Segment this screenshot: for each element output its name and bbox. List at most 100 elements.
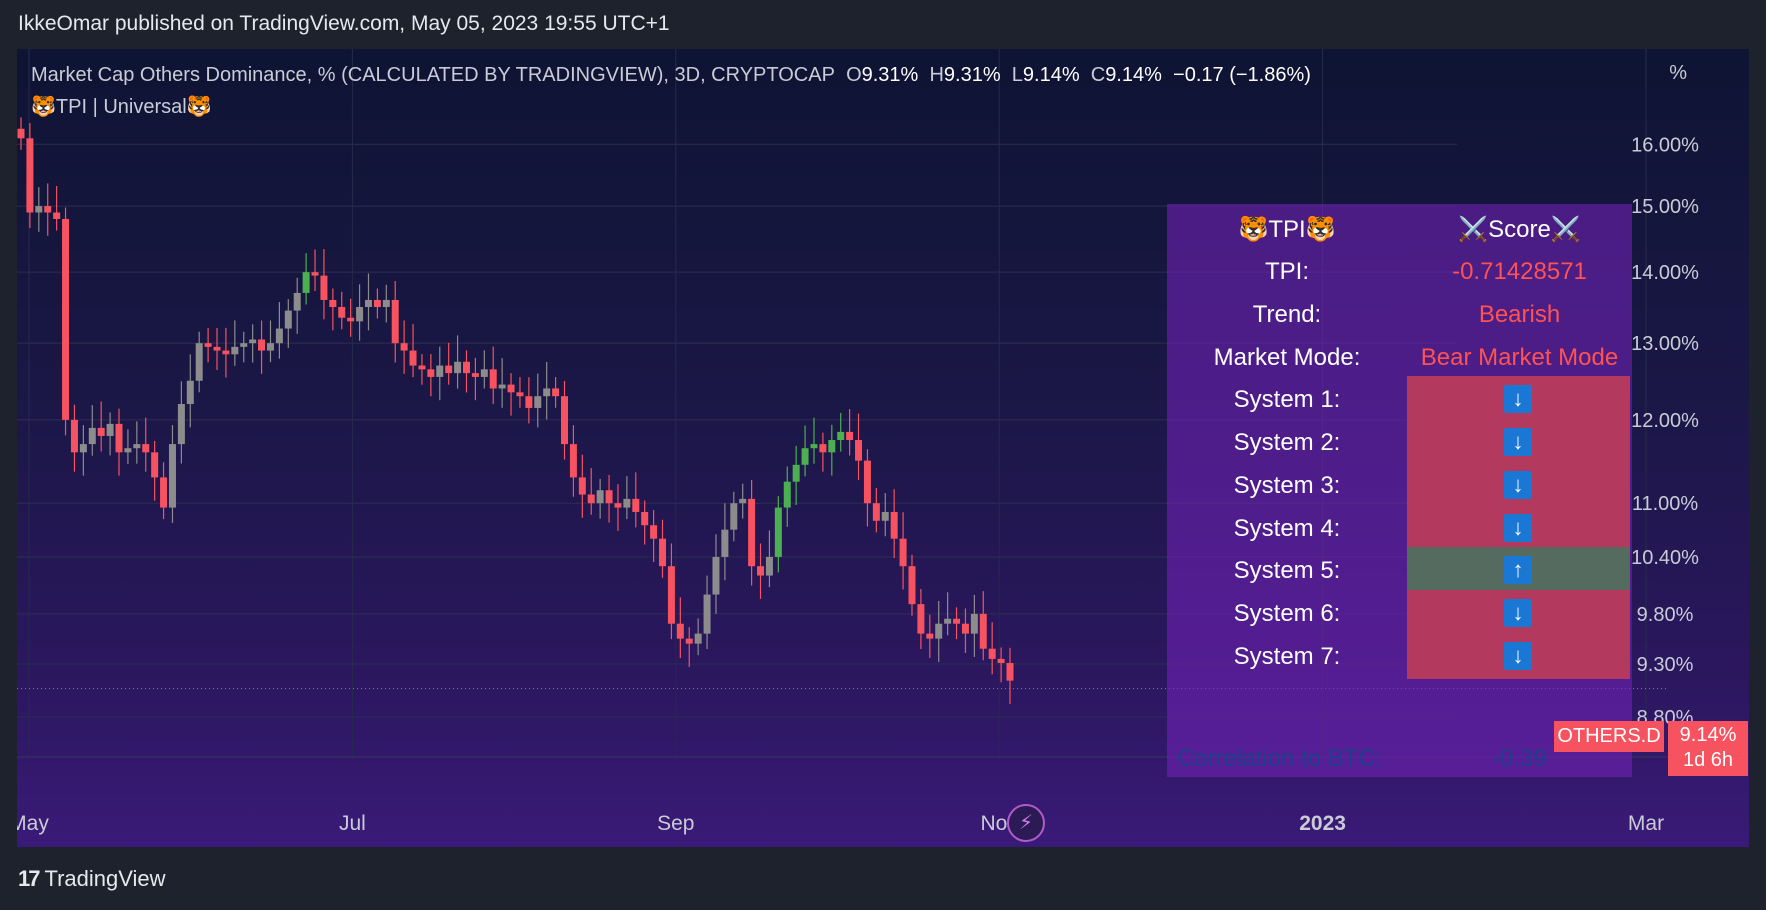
- candle-body: [721, 529, 729, 557]
- y-tick-label: 14.00%: [1631, 262, 1699, 284]
- system-1-label: System 1:: [1233, 386, 1341, 413]
- candle-body: [400, 343, 408, 351]
- ohlc-high-label: H: [929, 64, 944, 86]
- up-arrow-icon: ↑: [1504, 556, 1532, 584]
- candle-body: [783, 481, 791, 508]
- candle-body: [26, 138, 34, 213]
- candle-body: [320, 275, 328, 300]
- candle-body: [151, 452, 159, 478]
- candle-body: [88, 427, 96, 445]
- candle-body: [561, 396, 569, 445]
- candle-body: [641, 511, 649, 526]
- candle-body: [284, 310, 292, 329]
- y-tick-label: 12.00%: [1631, 410, 1699, 432]
- system-3-cell: ↓: [1407, 462, 1630, 508]
- candle-body: [810, 444, 818, 449]
- trend-value: Bearish: [1478, 301, 1561, 328]
- candle-body: [855, 440, 863, 461]
- axis-unit-label: %: [1669, 62, 1687, 84]
- ohlc-low-value: 9.14%: [1022, 64, 1080, 86]
- publisher-caption: IkkeOmar published on TradingView.com, M…: [18, 12, 670, 35]
- system-4-cell: ↓: [1407, 505, 1630, 551]
- candle-body: [632, 498, 640, 512]
- candle-body: [516, 392, 524, 397]
- last-price-value: 9.14%: [1679, 724, 1737, 746]
- candle-body: [739, 498, 747, 504]
- candle-body: [596, 490, 604, 504]
- candle-body: [249, 339, 257, 344]
- ohlc-low-label: L: [1011, 64, 1023, 86]
- candle-body: [62, 218, 70, 420]
- correlation-label: Correlation to BTC:: [1177, 745, 1383, 772]
- candle-body: [133, 444, 141, 449]
- candle-body: [311, 272, 319, 276]
- header-score: ⚔️Score⚔️: [1458, 216, 1581, 243]
- ohlc-open-label: O: [846, 64, 862, 86]
- candle-body: [792, 464, 800, 482]
- system-1-row: System 1: ↓: [1167, 375, 1632, 423]
- x-tick-label: Mar: [1628, 812, 1664, 835]
- candle-body: [124, 448, 132, 453]
- bar-countdown: 1d 6h: [1682, 749, 1734, 771]
- candle-body: [997, 658, 1005, 664]
- candle-body: [258, 339, 266, 351]
- candle-body: [480, 369, 488, 377]
- brand-name: TradingView: [44, 866, 166, 891]
- candle-body: [774, 507, 782, 557]
- candle-body: [489, 369, 497, 389]
- candle-body: [160, 477, 168, 508]
- candle-body: [970, 613, 978, 634]
- symbol-price-tag: OTHERS.D: [1554, 721, 1664, 752]
- candle-body: [293, 292, 301, 311]
- x-tick-label: May: [17, 812, 49, 835]
- lightning-icon[interactable]: ⚡: [1007, 804, 1045, 842]
- candle-body: [454, 361, 462, 374]
- candles: [17, 117, 1014, 704]
- candle-body: [569, 444, 577, 478]
- ohlc-close-value: 9.14%: [1105, 64, 1162, 86]
- candle-body: [953, 618, 961, 624]
- y-tick-label: 9.80%: [1637, 604, 1694, 626]
- ohlc-close-label: C: [1090, 64, 1106, 86]
- candle-body: [70, 419, 78, 453]
- candle-body: [765, 556, 773, 576]
- candle-body: [988, 648, 996, 659]
- candle-body: [79, 444, 87, 453]
- chart-panel[interactable]: 16.00% 15.00% 14.00% 13.00% 12.00% 11.00% 10.4…: [17, 49, 1749, 847]
- tradingview-logo[interactable]: 17 TradingView: [18, 866, 166, 892]
- candle-body: [667, 566, 675, 624]
- candle-body: [186, 380, 194, 405]
- system-3-label: System 3:: [1233, 472, 1341, 499]
- candle-body: [694, 633, 702, 644]
- y-tick-label: 15.00%: [1631, 196, 1699, 218]
- market-mode-label: Market Mode:: [1213, 344, 1361, 371]
- candle-body: [195, 343, 203, 381]
- candle-body: [525, 396, 533, 408]
- system-7-cell: ↓: [1407, 633, 1630, 679]
- candle-body: [908, 566, 916, 605]
- candle-body: [863, 460, 871, 504]
- system-7-row: System 7: ↓: [1167, 632, 1632, 680]
- system-1-cell: ↓: [1407, 376, 1630, 422]
- down-arrow-icon: ↓: [1504, 514, 1532, 542]
- y-tick-label: 13.00%: [1631, 333, 1699, 355]
- last-price-tag: 9.14% 1d 6h: [1668, 721, 1748, 776]
- system-4-row: System 4: ↓: [1167, 504, 1632, 552]
- candle-body: [471, 373, 479, 377]
- candle-body: [142, 444, 150, 453]
- candle-body: [106, 423, 114, 436]
- candlestick-chart[interactable]: 16.00% 15.00% 14.00% 13.00% 12.00% 11.00% 10.4…: [17, 49, 1749, 847]
- candle-body: [676, 623, 684, 639]
- candle-body: [917, 604, 925, 634]
- candle-body: [240, 343, 248, 347]
- symbol-legend: Market Cap Others Dominance, % (CALCULAT…: [31, 64, 1311, 87]
- candle-body: [445, 365, 453, 374]
- candle-body: [650, 525, 658, 539]
- y-tick-label: 10.40%: [1631, 547, 1699, 569]
- indicator-legend[interactable]: 🐯TPI | Universal🐯: [31, 96, 212, 118]
- candle-body: [578, 477, 586, 495]
- candle-body: [356, 307, 364, 322]
- candle-body: [231, 346, 239, 355]
- candle-body: [944, 618, 952, 624]
- candle-body: [427, 369, 435, 377]
